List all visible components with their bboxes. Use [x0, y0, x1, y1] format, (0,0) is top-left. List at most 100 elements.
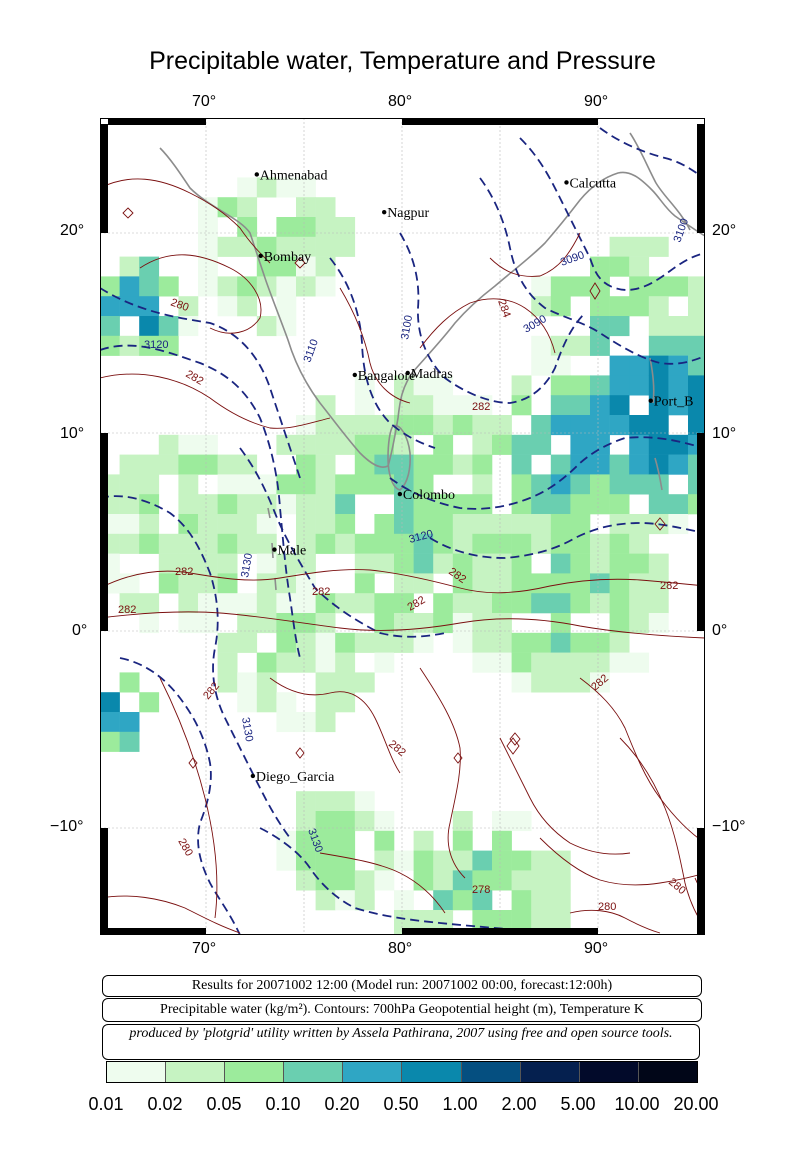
pw-cell — [276, 613, 297, 634]
pw-cell — [413, 514, 434, 535]
pw-cell — [629, 256, 650, 277]
pw-cell — [335, 217, 356, 238]
pw-cell — [590, 395, 610, 416]
pw-cell — [590, 276, 610, 297]
pw-cell — [668, 375, 689, 396]
city-label: Bangalore — [358, 369, 416, 384]
pw-cell — [433, 850, 454, 871]
pw-cell — [648, 236, 669, 257]
pw-cell — [550, 454, 571, 475]
pw-cell — [296, 454, 316, 475]
pw-cell — [531, 890, 552, 911]
pw-cell — [668, 395, 689, 416]
pw-cell — [531, 850, 552, 871]
pw-cell — [648, 316, 669, 337]
pw-cell — [648, 474, 669, 495]
pw-cell — [354, 811, 375, 832]
pw-cell — [296, 850, 316, 871]
pw-cell — [296, 177, 316, 198]
pw-cell — [276, 474, 297, 495]
pw-cell — [452, 395, 473, 416]
pw-cell — [511, 573, 532, 594]
pw-cell — [531, 910, 552, 931]
pw-cell — [119, 474, 140, 495]
city-label: Ahmenabad — [260, 168, 328, 183]
pw-cell — [139, 692, 160, 713]
pw-cell — [668, 514, 689, 535]
pw-cell — [511, 850, 532, 871]
pw-cell — [315, 256, 336, 277]
pw-cell — [511, 553, 532, 574]
pw-cell — [354, 573, 375, 594]
pw-cell — [394, 910, 414, 931]
pw-cell — [296, 791, 316, 812]
pw-cell — [452, 890, 473, 911]
pw-cell — [629, 415, 650, 436]
pw-cell — [452, 850, 473, 871]
pw-cell — [413, 375, 434, 396]
pw-cell — [472, 910, 493, 931]
lon-label-bottom-70: 70° — [192, 940, 217, 957]
pw-cell — [100, 316, 120, 337]
pw-cell — [158, 276, 179, 297]
pw-cell — [100, 296, 120, 317]
pw-cell — [237, 494, 258, 515]
pw-cell — [198, 494, 218, 515]
pw-cell — [139, 256, 160, 277]
pw-cell — [198, 217, 218, 238]
pw-cell — [550, 593, 571, 614]
pw-cell — [609, 454, 630, 475]
colorbar-tick-label: 2.00 — [501, 1094, 537, 1114]
colorbar-segment — [579, 1062, 639, 1082]
pw-cell — [178, 296, 199, 317]
pw-cell — [511, 514, 532, 535]
pw-cell — [668, 335, 689, 356]
pw-cell — [139, 454, 160, 475]
pw-cell — [335, 474, 356, 495]
pw-cell — [296, 830, 316, 851]
pw-cell — [394, 553, 414, 574]
pw-cell — [433, 434, 454, 455]
pw-cell — [198, 593, 218, 614]
pw-cell — [237, 533, 258, 554]
pw-cell — [648, 454, 669, 475]
pw-cell — [315, 494, 336, 515]
pw-cell — [119, 256, 140, 277]
pw-cell — [590, 375, 610, 396]
pw-cell — [511, 910, 532, 931]
city-dot — [648, 398, 653, 403]
lat-label-left-20: 20° — [60, 222, 85, 239]
colorbar-segment — [284, 1062, 344, 1082]
pw-cell — [335, 514, 356, 535]
precipitable-water-cells — [100, 177, 705, 935]
pw-cell — [394, 632, 414, 653]
pw-cell — [178, 533, 199, 554]
pw-cell — [335, 533, 356, 554]
pw-cell — [217, 236, 238, 257]
pw-cell — [452, 573, 473, 594]
border-ticks — [100, 118, 705, 935]
city-label: Calcutta — [569, 176, 616, 191]
pw-cell — [413, 573, 434, 594]
pw-cell — [139, 533, 160, 554]
pw-cell — [472, 870, 493, 891]
pw-cell — [609, 652, 630, 673]
pw-cell — [629, 236, 650, 257]
pw-cell — [178, 454, 199, 475]
pw-cell — [472, 850, 493, 871]
contour-label: 278 — [472, 884, 490, 896]
city-dot — [272, 547, 277, 552]
pw-cell — [217, 533, 238, 554]
contour-label: 282 — [386, 738, 408, 759]
pw-cell — [511, 375, 532, 396]
pw-cell — [648, 415, 669, 436]
pw-cell — [296, 415, 316, 436]
pw-cell — [276, 256, 297, 277]
pw-cell — [354, 434, 375, 455]
pw-cell — [433, 553, 454, 574]
pw-cell — [335, 672, 356, 693]
pw-cell — [139, 335, 160, 356]
pw-cell — [511, 434, 532, 455]
pw-cell — [335, 494, 356, 515]
pw-cell — [472, 652, 493, 673]
